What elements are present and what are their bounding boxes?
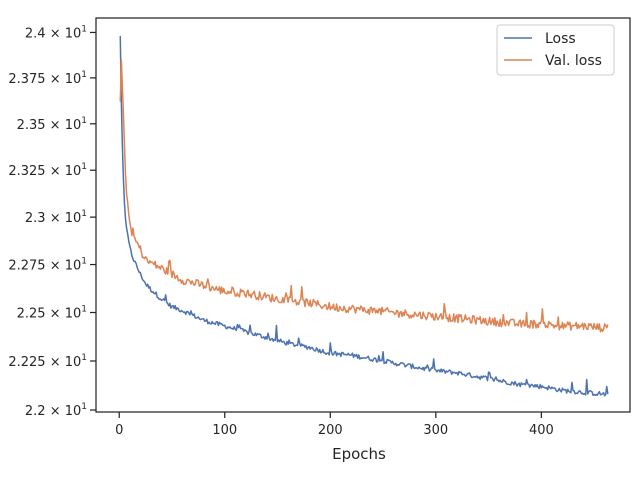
y-tick-label: 2.275 × 101 [8,257,87,274]
y-tick-label: 2.225 × 101 [8,353,87,370]
y-tick-label: 2.325 × 101 [8,162,87,179]
y-tick-label: 2.375 × 101 [8,70,87,87]
legend-label-loss: Loss [545,31,576,47]
x-tick-label: 300 [423,423,448,438]
x-tick-label: 0 [115,423,123,438]
y-tick-label: 2.2 × 101 [25,402,87,419]
legend: Loss Val. loss [496,24,615,76]
x-tick-label: 200 [318,423,343,438]
y-tick-label: 2.25 × 101 [17,305,87,322]
tick-layer: 0 100 200 300 400 2.2 × 101 2.225 × 101 2.25 × … [8,24,553,438]
y-tick-label: 2.4 × 101 [25,24,87,41]
series-line-val-loss [119,58,609,333]
x-tick-label: 400 [529,423,554,438]
legend-label-val-loss: Val. loss [545,53,602,69]
plot-frame [95,17,631,413]
x-axis-label: Epochs [332,445,386,463]
series-line-loss [119,36,609,397]
y-tick-label: 2.3 × 101 [25,209,87,226]
x-tick-label: 100 [212,423,237,438]
series-layer [119,36,609,397]
y-tick-label: 2.35 × 101 [17,116,87,133]
